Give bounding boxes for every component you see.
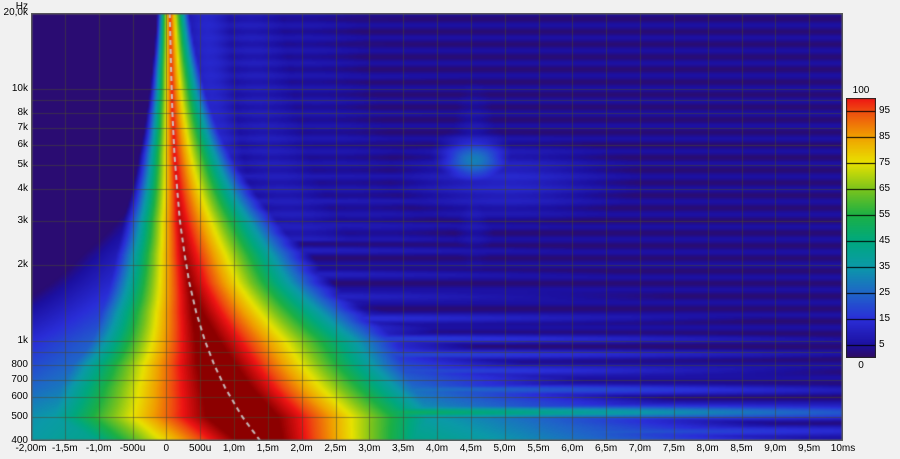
legend-tick-label: 5 (879, 339, 885, 350)
y-axis-tick-label: 6k (17, 138, 28, 150)
y-axis-tick-label: 800 (11, 359, 28, 371)
x-axis-tick-label: 10ms (830, 443, 856, 454)
x-axis-tick-label: 9,5m (798, 443, 821, 454)
legend-min-label: 0 (858, 360, 864, 371)
y-axis-tick-label: 2k (17, 258, 28, 270)
x-axis-tick-label: 0 (163, 443, 170, 454)
y-axis-tick-label: 8k (17, 107, 28, 119)
x-axis-tick-label: -1,5m (52, 443, 78, 454)
x-axis-tick-label: 6,0m (561, 443, 584, 454)
x-axis-tick-label: 8,5m (730, 443, 753, 454)
x-axis-tick-label: 1,0m (222, 443, 246, 454)
x-axis-tick-label: 8,0m (696, 443, 719, 454)
y-axis-tick-label: 600 (11, 390, 28, 402)
y-axis-tick-label: 10k (11, 82, 28, 94)
legend-max-label: 100 (852, 85, 870, 96)
y-axis-tick-label: 700 (11, 373, 28, 385)
x-axis-tick-label: -2,00m (15, 443, 47, 454)
legend-tick-label: 75 (879, 157, 891, 168)
x-axis-tick-label: 2,5m (324, 443, 347, 454)
y-axis-tick-label: 400 (11, 435, 28, 446)
y-axis-tick-label: 500 (11, 410, 28, 422)
y-axis-tick-label: 1k (17, 334, 28, 346)
legend-tick-label: 55 (879, 209, 891, 220)
x-axis-tick-label: -500u (119, 443, 146, 454)
legend-tick-label: 45 (879, 235, 891, 246)
x-axis-tick-label: -1,0m (85, 443, 112, 454)
y-axis-tick-label: 3k (17, 214, 28, 226)
x-axis-tick-label: 3,0m (358, 443, 381, 454)
x-axis-tick-label: 3,5m (392, 443, 415, 454)
y-axis-unit-label: Hz (15, 1, 28, 12)
legend-tick-label: 95 (879, 105, 891, 116)
color-scale-legend (846, 98, 876, 358)
x-axis-tick-label: 2,0m (290, 443, 313, 454)
legend-tick-label: 25 (879, 287, 891, 298)
x-axis-tick-label: 5,5m (527, 443, 550, 454)
y-axis-tick-label: 20,0k (3, 7, 28, 18)
y-axis-tick-label: 7k (17, 121, 28, 133)
legend-tick-label: 85 (879, 131, 891, 142)
x-axis-tick-label: 1,5m (256, 443, 279, 454)
x-axis-tick-label: 5,0m (493, 443, 516, 454)
x-axis-tick-label: 7,0m (628, 443, 652, 454)
y-axis-tick-label: 4k (17, 183, 28, 195)
x-axis-tick-label: 500u (189, 443, 212, 454)
spectrogram-plot-area[interactable] (31, 13, 843, 441)
x-axis-tick-label: 4,0m (425, 443, 449, 454)
x-axis-tick-label: 9,0m (764, 443, 787, 454)
x-axis-tick-label: 7,5m (662, 443, 685, 454)
y-axis-tick-label: 5k (17, 158, 28, 170)
x-axis-tick-label: 4,5m (459, 443, 482, 454)
legend-tick-label: 65 (879, 183, 891, 194)
legend-tick-label: 15 (879, 313, 891, 324)
legend-tick-label: 35 (879, 261, 891, 272)
x-axis-tick-label: 6,5m (595, 443, 618, 454)
